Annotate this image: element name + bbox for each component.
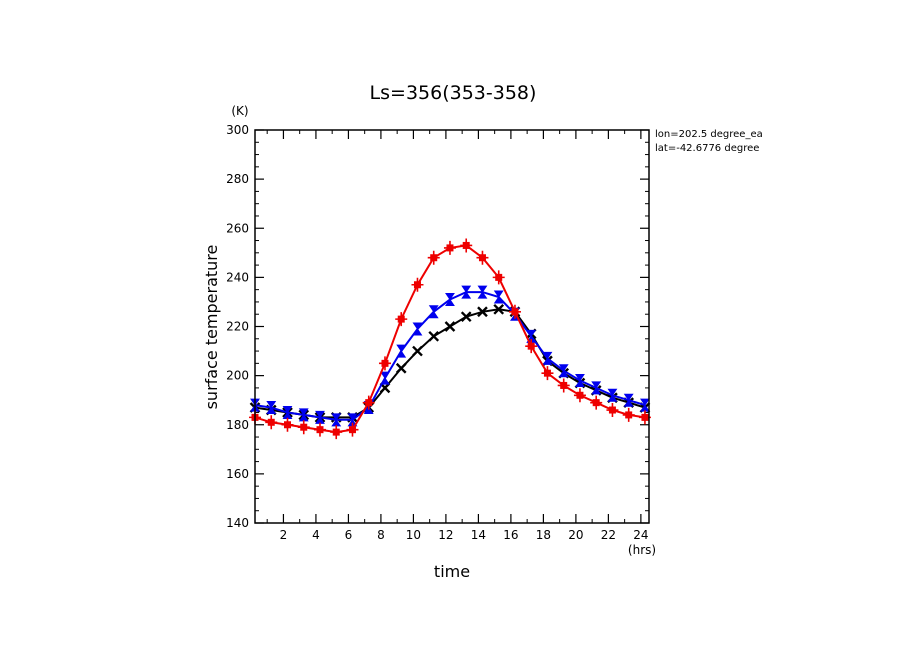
data-point	[412, 322, 423, 336]
y-axis-label: surface temperature	[202, 245, 221, 410]
x-tick-label: 18	[536, 528, 551, 542]
x-tick-label: 20	[568, 528, 583, 542]
data-point	[395, 312, 408, 327]
data-point	[477, 306, 488, 318]
data-point	[331, 413, 342, 427]
data-point	[315, 410, 325, 424]
x-axis-label: time	[434, 562, 470, 581]
data-point	[508, 304, 521, 319]
data-point	[622, 407, 635, 422]
data-point	[445, 292, 455, 306]
data-point	[396, 344, 407, 358]
data-point	[558, 364, 569, 378]
data-point	[428, 330, 440, 342]
x-tick-label: 14	[471, 528, 486, 542]
data-point	[347, 413, 358, 427]
data-point	[461, 285, 472, 299]
x-tick-label: 4	[312, 528, 320, 542]
data-point	[298, 408, 309, 422]
data-point	[427, 250, 440, 265]
data-point	[411, 277, 424, 292]
data-point	[606, 403, 619, 418]
data-point	[477, 285, 488, 299]
data-point	[493, 303, 505, 315]
plot-frame	[254, 129, 650, 524]
data-point	[297, 420, 310, 435]
annotation-lon: lon=202.5 degree_ea	[655, 129, 763, 140]
y-tick-label: 280	[226, 172, 249, 186]
data-point	[346, 422, 359, 437]
data-point	[541, 366, 554, 381]
data-point	[281, 417, 294, 432]
data-point	[282, 405, 293, 419]
data-point	[575, 374, 585, 388]
data-point	[557, 378, 570, 393]
data-point	[330, 425, 343, 440]
data-point	[443, 240, 456, 255]
annotation-lat: lat=-42.6776 degree	[655, 143, 759, 154]
x-tick-label: 22	[601, 528, 616, 542]
data-point	[590, 395, 603, 410]
series-line-3	[254, 244, 646, 434]
y-tick-label: 260	[226, 221, 249, 235]
data-point	[607, 388, 618, 402]
y-tick-label: 160	[226, 467, 249, 481]
y-tick-label: 240	[226, 270, 249, 284]
x-unit-label: (hrs)	[628, 543, 656, 557]
data-point	[265, 415, 278, 430]
x-tick-label: 10	[406, 528, 421, 542]
data-point	[526, 329, 537, 343]
y-unit-label: (K)	[231, 104, 248, 118]
data-point	[380, 371, 390, 385]
y-tick-label: 300	[226, 123, 249, 137]
data-point	[428, 305, 439, 319]
data-point	[395, 362, 407, 374]
data-point	[591, 381, 602, 395]
data-point	[542, 351, 553, 365]
data-point	[412, 345, 423, 357]
series-line-2	[254, 291, 646, 421]
data-point	[640, 398, 650, 412]
x-tick-label: 12	[438, 528, 453, 542]
data-point	[378, 356, 391, 371]
chart-title: Ls=356(353-358)	[370, 82, 537, 104]
data-point	[492, 270, 505, 285]
data-point	[460, 238, 473, 253]
data-point	[573, 388, 586, 403]
y-tick-label: 140	[226, 516, 249, 530]
data-point	[444, 321, 456, 332]
data-point	[313, 422, 326, 437]
data-point	[266, 401, 277, 415]
data-point	[362, 395, 375, 410]
data-point	[476, 250, 489, 265]
data-point	[493, 290, 504, 304]
x-tick-label: 2	[280, 528, 288, 542]
x-tick-label: 24	[633, 528, 648, 542]
data-point	[460, 311, 472, 323]
x-tick-label: 8	[377, 528, 385, 542]
y-tick-label: 180	[226, 418, 249, 432]
data-point	[525, 339, 538, 354]
y-tick-label: 220	[226, 320, 249, 334]
x-tick-label: 6	[345, 528, 353, 542]
y-tick-label: 200	[226, 369, 249, 383]
x-tick-label: 16	[503, 528, 518, 542]
data-point	[623, 393, 634, 407]
